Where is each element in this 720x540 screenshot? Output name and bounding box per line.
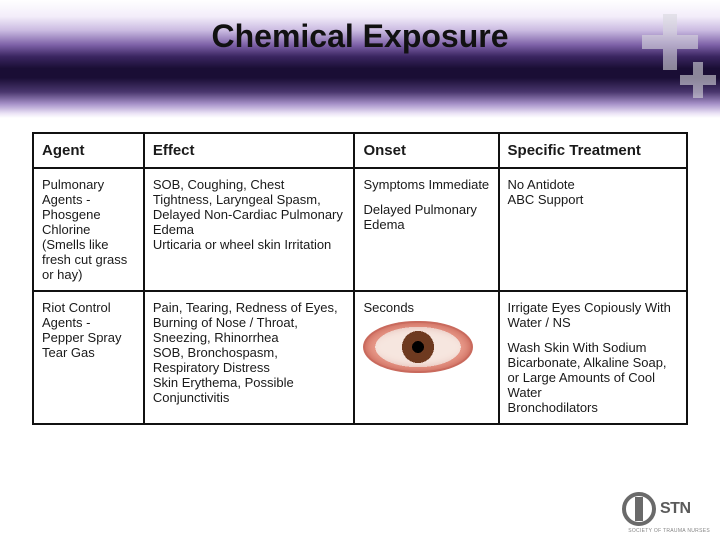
table-header-row: Agent Effect Onset Specific Treatment xyxy=(33,133,687,168)
text: ABC Support xyxy=(508,192,678,207)
text: (Smells like fresh cut grass or hay) xyxy=(42,237,135,282)
cell-treatment: Irrigate Eyes Copiously With Water / NS … xyxy=(499,291,687,424)
text: SOB, Bronchospasm, Respiratory Distress xyxy=(153,345,346,375)
logo-subtitle: SOCIETY OF TRAUMA NURSES xyxy=(628,528,710,534)
table-row: Pulmonary Agents - Phosgene Chlorine (Sm… xyxy=(33,168,687,291)
cell-agent: Riot Control Agents - Pepper Spray Tear … xyxy=(33,291,144,424)
text: Delayed Pulmonary Edema xyxy=(363,202,489,232)
page-title: Chemical Exposure xyxy=(0,18,720,55)
text: Bronchodilators xyxy=(508,400,678,415)
logo-text: STN xyxy=(660,500,691,518)
cell-onset: Symptoms Immediate Delayed Pulmonary Ede… xyxy=(354,168,498,291)
text: Seconds xyxy=(363,300,489,315)
cell-onset: Seconds xyxy=(354,291,498,424)
text: Phosgene xyxy=(42,207,135,222)
text: Pain, Tearing, Redness of Eyes, Burning … xyxy=(153,300,346,345)
cell-effect: Pain, Tearing, Redness of Eyes, Burning … xyxy=(144,291,355,424)
text: Tear Gas xyxy=(42,345,135,360)
text: Irrigate Eyes Copiously With Water / NS xyxy=(508,300,678,330)
table-container: Agent Effect Onset Specific Treatment Pu… xyxy=(32,132,688,425)
cell-agent: Pulmonary Agents - Phosgene Chlorine (Sm… xyxy=(33,168,144,291)
col-header-onset: Onset xyxy=(354,133,498,168)
text: Riot Control Agents - xyxy=(42,300,135,330)
table-row: Riot Control Agents - Pepper Spray Tear … xyxy=(33,291,687,424)
col-header-treatment: Specific Treatment xyxy=(499,133,687,168)
text: Symptoms Immediate xyxy=(363,177,489,192)
slide: Chemical Exposure Agent Effect Onset Spe… xyxy=(0,0,720,540)
eye-image xyxy=(363,321,473,373)
col-header-effect: Effect xyxy=(144,133,355,168)
stn-logo: STN SOCIETY OF TRAUMA NURSES xyxy=(622,486,710,532)
text: Pulmonary Agents - xyxy=(42,177,135,207)
text: Wash Skin With Sodium Bicarbonate, Alkal… xyxy=(508,340,678,400)
text: Skin Erythema, Possible Conjunctivitis xyxy=(153,375,346,405)
spacer xyxy=(508,330,678,340)
spacer xyxy=(363,192,489,202)
chemical-exposure-table: Agent Effect Onset Specific Treatment Pu… xyxy=(32,132,688,425)
cross-icon xyxy=(680,62,716,98)
text: No Antidote xyxy=(508,177,678,192)
cell-effect: SOB, Coughing, Chest Tightness, Laryngea… xyxy=(144,168,355,291)
logo-mark-icon xyxy=(622,492,656,526)
text: SOB, Coughing, Chest Tightness, Laryngea… xyxy=(153,177,346,237)
text: Urticaria or wheel skin Irritation xyxy=(153,237,346,252)
cell-treatment: No Antidote ABC Support xyxy=(499,168,687,291)
col-header-agent: Agent xyxy=(33,133,144,168)
text: Pepper Spray xyxy=(42,330,135,345)
text: Chlorine xyxy=(42,222,135,237)
